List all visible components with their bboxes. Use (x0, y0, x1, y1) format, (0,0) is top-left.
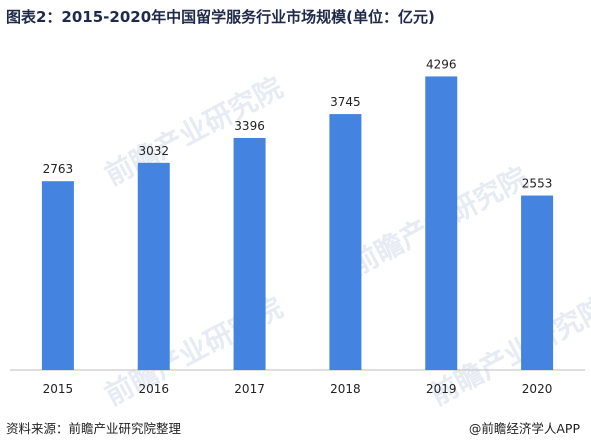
data-label-2020: 2553 (522, 177, 553, 191)
footer: 资料来源：前瞻产业研究院整理 @前瞻经济学人APP (6, 418, 586, 438)
data-label-2016: 3032 (138, 144, 169, 158)
bar-2015 (41, 181, 74, 370)
bar-2017 (233, 137, 266, 370)
data-label-2018: 3745 (330, 95, 361, 109)
bar-2016 (137, 162, 170, 370)
data-label-2015: 2763 (43, 162, 74, 176)
x-tick-label-2019: 2019 (426, 382, 457, 396)
x-tick-label-2018: 2018 (330, 382, 361, 396)
chart-title: 图表2：2015-2020年中国留学服务行业市场规模(单位：亿元) (6, 8, 435, 26)
x-tick-label-2017: 2017 (234, 382, 265, 396)
x-tick-label-2015: 2015 (43, 382, 74, 396)
data-label-2017: 3396 (234, 119, 265, 133)
x-tick-label-2020: 2020 (522, 382, 553, 396)
bar-2018 (329, 114, 362, 370)
x-tick-label-2016: 2016 (138, 382, 169, 396)
brand-label: @前瞻经济学人APP (468, 421, 580, 436)
source-note: 资料来源：前瞻产业研究院整理 (6, 421, 182, 436)
bar-2020 (521, 195, 554, 370)
data-label-2019: 4296 (426, 57, 457, 71)
bar-2019 (425, 76, 458, 370)
